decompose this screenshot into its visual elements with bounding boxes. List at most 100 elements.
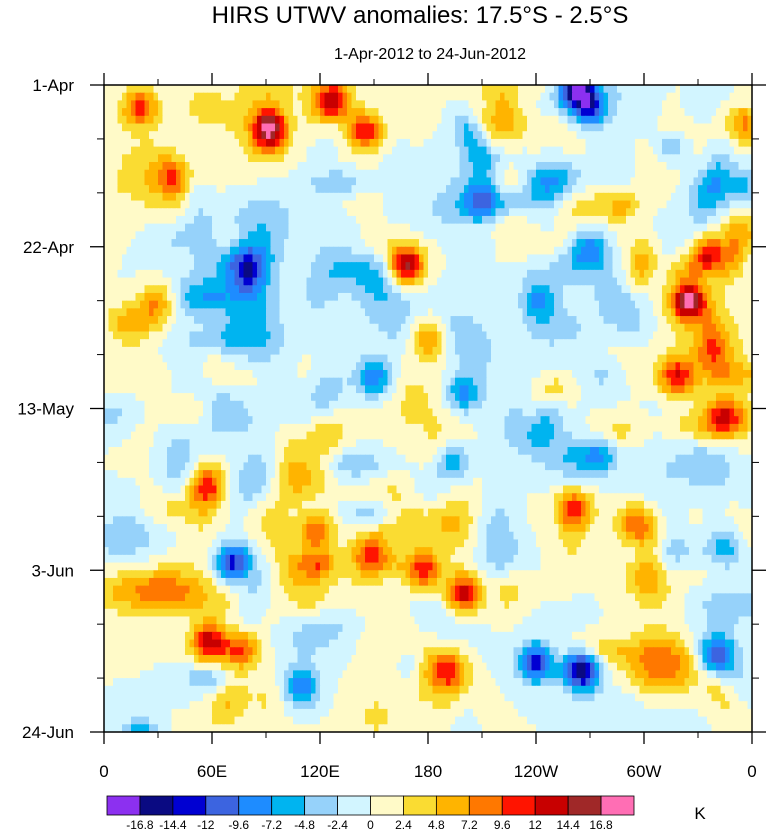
field-cell xyxy=(648,300,654,309)
field-cell xyxy=(468,339,474,348)
field-cell xyxy=(545,146,551,155)
field-cell xyxy=(225,146,231,155)
field-cell xyxy=(725,92,731,101)
field-cell xyxy=(522,162,528,171)
field-cell xyxy=(383,316,389,325)
field-cell xyxy=(432,277,438,286)
field-cell xyxy=(747,100,753,109)
field-cell xyxy=(270,123,276,132)
field-cell xyxy=(234,108,240,117)
field-cell xyxy=(531,277,537,286)
field-cell xyxy=(491,277,497,286)
field-cell xyxy=(644,223,650,232)
field-cell xyxy=(207,231,213,240)
field-cell xyxy=(639,169,645,179)
field-cell xyxy=(599,208,605,217)
field-cell xyxy=(725,223,731,232)
field-cell xyxy=(437,138,443,148)
field-cell xyxy=(455,292,461,302)
field-cell xyxy=(621,331,627,340)
field-cell xyxy=(252,269,258,279)
field-cell xyxy=(500,162,506,171)
field-cell xyxy=(635,123,641,132)
field-cell xyxy=(428,100,434,109)
field-cell xyxy=(477,254,483,263)
field-cell xyxy=(702,300,708,309)
field-cell xyxy=(608,85,614,94)
field-cell xyxy=(450,200,456,209)
field-cell xyxy=(369,185,375,194)
field-cell xyxy=(644,200,650,209)
field-cell xyxy=(275,339,281,348)
field-cell xyxy=(221,300,227,309)
field-cell xyxy=(477,285,483,294)
field-cell xyxy=(392,200,398,209)
field-cell xyxy=(207,177,213,186)
field-cell xyxy=(162,162,168,171)
field-cell xyxy=(360,177,366,186)
field-cell xyxy=(140,277,146,286)
field-cell xyxy=(716,285,722,294)
field-cell xyxy=(675,269,681,279)
field-cell xyxy=(275,123,281,132)
field-cell xyxy=(320,215,326,225)
field-cell xyxy=(324,231,330,240)
field-cell xyxy=(365,331,371,340)
field-cell xyxy=(747,277,753,286)
field-cell xyxy=(734,192,740,202)
field-cell xyxy=(293,146,299,155)
field-cell xyxy=(464,185,470,194)
field-cell xyxy=(356,231,362,240)
field-cell xyxy=(477,246,483,256)
field-cell xyxy=(477,262,483,271)
field-cell xyxy=(644,138,650,148)
field-cell xyxy=(743,300,749,309)
field-cell xyxy=(171,162,177,171)
field-cell xyxy=(104,177,110,186)
field-cell xyxy=(311,100,317,109)
field-cell xyxy=(180,285,186,294)
field-cell xyxy=(419,269,425,279)
field-cell xyxy=(545,131,551,140)
field-cell xyxy=(234,339,240,348)
field-cell xyxy=(392,154,398,163)
field-cell xyxy=(428,262,434,271)
field-cell xyxy=(405,231,411,240)
field-cell xyxy=(270,223,276,232)
field-cell xyxy=(513,138,519,148)
field-cell xyxy=(257,339,263,348)
field-cell xyxy=(131,246,137,256)
field-cell xyxy=(608,200,614,209)
field-cell xyxy=(104,200,110,209)
field-cell xyxy=(455,262,461,271)
field-cell xyxy=(302,131,308,140)
field-cell xyxy=(171,123,177,132)
field-cell xyxy=(612,292,618,302)
field-cell xyxy=(558,246,564,256)
field-cell xyxy=(491,154,497,163)
field-cell xyxy=(419,162,425,171)
field-cell xyxy=(626,200,632,209)
field-cell xyxy=(171,154,177,163)
field-cell xyxy=(423,123,429,132)
field-cell xyxy=(563,138,569,148)
field-cell xyxy=(185,162,191,171)
field-cell xyxy=(239,192,245,202)
field-cell xyxy=(374,316,380,325)
field-cell xyxy=(617,138,623,148)
field-cell xyxy=(495,146,501,155)
field-cell xyxy=(468,323,474,333)
field-cell xyxy=(266,215,272,225)
field-cell xyxy=(563,300,569,309)
field-cell xyxy=(432,200,438,209)
field-cell xyxy=(734,262,740,271)
field-cell xyxy=(590,192,596,202)
field-cell xyxy=(342,323,348,333)
field-cell xyxy=(216,246,222,256)
field-cell xyxy=(234,316,240,325)
field-cell xyxy=(293,300,299,309)
field-cell xyxy=(563,169,569,179)
field-cell xyxy=(657,331,663,340)
field-cell xyxy=(680,131,686,140)
field-cell xyxy=(545,239,551,248)
